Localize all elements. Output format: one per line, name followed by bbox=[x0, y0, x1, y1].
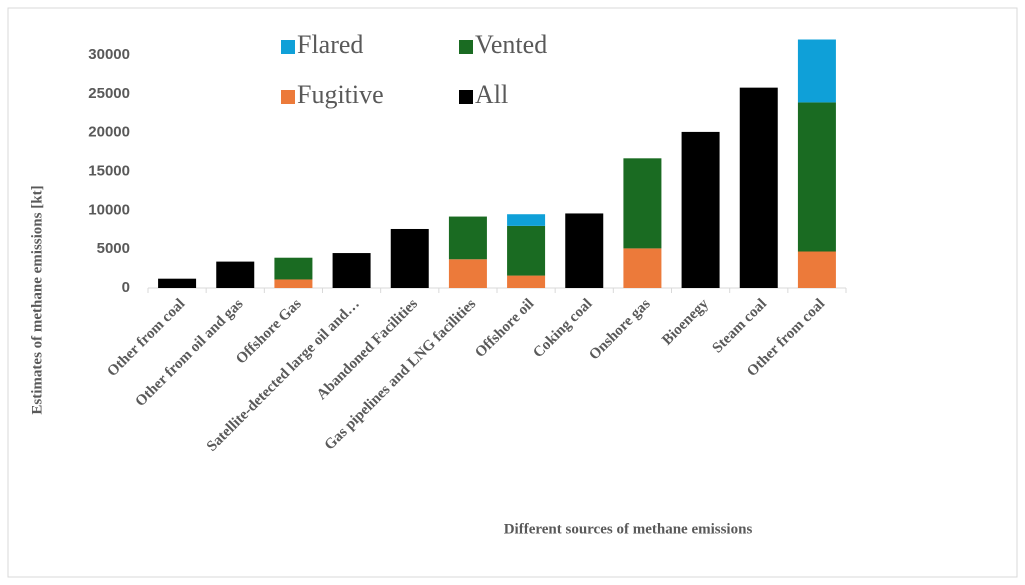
bar-segment bbox=[797, 251, 836, 288]
y-tick-label: 25000 bbox=[88, 85, 130, 102]
legend-label: Vented bbox=[475, 30, 547, 59]
legend-swatch bbox=[281, 40, 295, 54]
bar-segment bbox=[390, 228, 429, 288]
bar-segment bbox=[332, 253, 371, 288]
legend-swatch bbox=[459, 90, 473, 104]
bar-segment bbox=[448, 259, 487, 288]
bar-segment bbox=[623, 158, 662, 249]
y-tick-label: 10000 bbox=[88, 201, 130, 218]
y-tick-label: 15000 bbox=[88, 162, 130, 179]
bar-segment bbox=[507, 225, 546, 276]
legend-label: Flared bbox=[297, 30, 363, 59]
y-tick-label: 5000 bbox=[97, 240, 130, 257]
bar-segment bbox=[216, 261, 255, 288]
bar-segment bbox=[507, 275, 546, 288]
x-axis-title: Different sources of methane emissions bbox=[504, 521, 753, 537]
bar-segment bbox=[681, 131, 720, 288]
bar-segment bbox=[797, 102, 836, 252]
y-tick-label: 20000 bbox=[88, 124, 130, 141]
legend-swatch bbox=[459, 40, 473, 54]
y-tick-label: 30000 bbox=[88, 46, 130, 63]
chart-border bbox=[7, 7, 1018, 578]
bar-segment bbox=[797, 39, 836, 103]
bar-segment bbox=[448, 216, 487, 260]
bar-segment bbox=[623, 248, 662, 288]
bar-segment bbox=[739, 87, 778, 288]
legend-swatch bbox=[281, 90, 295, 104]
bar-segment bbox=[274, 279, 313, 288]
bar-segment bbox=[507, 214, 546, 226]
legend-label: All bbox=[475, 80, 508, 109]
bar-segment bbox=[158, 278, 197, 288]
legend-label: Fugitive bbox=[297, 80, 384, 109]
bar-segment bbox=[565, 213, 604, 288]
bar-segment bbox=[274, 257, 313, 280]
y-tick-label: 0 bbox=[122, 279, 130, 296]
y-axis-title: Estimates of methane emissions [kt] bbox=[29, 185, 45, 414]
